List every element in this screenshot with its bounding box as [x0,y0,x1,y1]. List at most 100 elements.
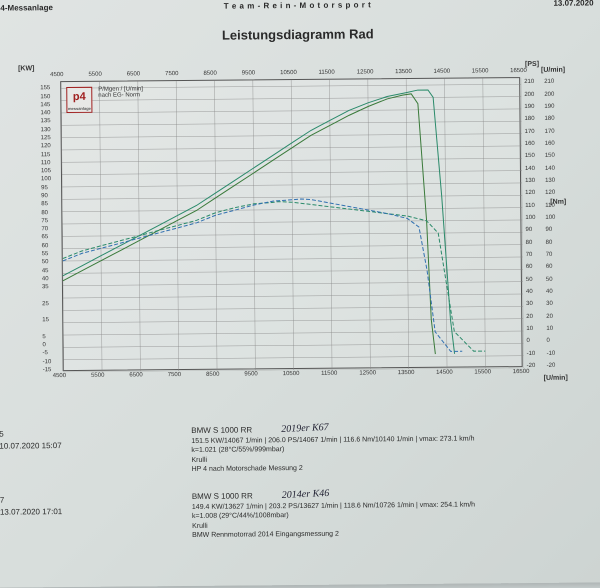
tick-label: 160 [525,141,535,147]
run5-dt: 10.07.2020 15:07 [0,441,62,451]
tick-label: 45 [42,268,49,274]
run7-model: BMW S 1000 RR [192,491,253,501]
tick-label: 160 [545,141,555,147]
run5-l2: 151.5 KW/14067 1/min | 206.0 PS/14067 1/… [191,435,474,444]
tick-label: 14500 [436,370,453,376]
run7-num: 7 [0,496,4,505]
run5-l5: HP 4 nach Motorschade Messung 2 [192,465,303,473]
tick-label: 155 [40,85,50,91]
tick-label: 60 [526,264,533,270]
tick-label: 5 [42,334,45,340]
tick-label: 120 [525,190,535,196]
tick-label: 80 [526,240,533,246]
tick-label: 40 [42,276,49,282]
tick-label: 55 [42,251,49,257]
tick-label: 90 [545,227,552,233]
tick-label: -10 [547,350,556,356]
tick-label: 100 [41,177,51,183]
tick-label: 50 [526,277,533,283]
tick-label: 190 [544,104,554,110]
tick-label: -20 [527,363,536,369]
tick-label: 40 [526,289,533,295]
tick-label: 10500 [283,371,300,377]
tick-label: 145 [40,102,50,108]
tick-label: -20 [547,363,556,369]
run5-num: 5 [0,430,4,439]
tick-label: 8500 [203,71,216,77]
tick-label: 110 [545,202,555,208]
tick-label: 210 [544,79,554,85]
tick-label: 70 [546,252,553,258]
tick-label: 0 [546,338,549,344]
tick-label: 115 [41,152,51,158]
tick-label: 130 [41,127,51,133]
run7-l2: 149.4 KW/13627 1/min | 203.2 PS/13627 1/… [192,501,475,510]
tick-label: 210 [524,79,534,85]
tick-label: 13500 [395,69,412,75]
tick-label: 125 [41,135,51,141]
run5-l3: k=1.021 (28°C/55%/999mbar) [191,446,284,454]
tick-label: 170 [525,128,535,134]
tick-label: 140 [545,165,555,171]
run7-hand: 2014er K46 [282,488,330,501]
chart-title: Leistungsdiagramm Rad [0,24,600,44]
tick-label: 120 [41,143,51,149]
run7-l4: Krulli [192,522,208,529]
tick-label: 12500 [359,370,376,376]
tick-label: 70 [41,226,48,232]
tick-label: 150 [525,153,535,159]
tick-label: 110 [41,160,51,166]
tick-label: 12500 [357,69,374,75]
tick-label: 6500 [129,372,142,378]
tick-label: 200 [544,91,554,97]
tick-label: 60 [546,264,553,270]
run5-block: BMW S 1000 RR 151.5 KW/14067 1/min | 206… [191,423,475,474]
tick-label: 30 [526,301,533,307]
tick-label: 5500 [88,72,101,78]
header-center: T e a m - R e i n - M o t o r s p o r t [0,0,600,13]
tick-label: 65 [42,235,49,241]
tick-label: 11500 [321,371,337,377]
tick-label: 120 [545,190,555,196]
tick-label: 25 [42,301,49,307]
tick-label: 10 [546,326,553,332]
tick-label: 75 [41,218,48,224]
y-unit-ps: [PS] [525,61,539,68]
tick-label: 150 [545,153,555,159]
x-unit-bot: [U/min] [544,375,568,382]
tick-label: 5500 [91,373,104,379]
tick-label: 8500 [206,372,219,378]
tick-label: 15500 [474,369,491,375]
tick-label: 7500 [165,71,178,77]
tick-label: 85 [41,201,48,207]
tick-label: 10 [526,326,533,332]
tick-label: 150 [40,94,50,100]
run5-model: BMW S 1000 RR [191,425,252,435]
tick-label: 100 [525,215,535,221]
run5-hand: 2019er K67 [281,422,329,435]
tick-label: 180 [524,116,534,122]
tick-label: 140 [40,110,50,116]
header-date: 13.07.2020 [553,0,593,8]
paper-sheet: p4-Messanlage T e a m - R e i n - M o t … [0,0,600,588]
tick-label: 50 [42,259,49,265]
tick-label: 14500 [433,69,450,75]
tick-label: 90 [41,193,48,199]
y-ticks-nm: -20-100102030405060708090100110120130140… [18,59,563,64]
tick-label: 15500 [472,68,489,74]
x-unit-top: [U/min] [541,67,565,74]
tick-label: 9500 [242,70,255,76]
tick-label: -5 [43,351,48,357]
tick-label: 40 [546,289,553,295]
tick-label: 20 [546,313,553,319]
tick-label: 100 [545,215,555,221]
tick-label: 7500 [168,372,181,378]
run7-l5: BMW Rennmotorrad 2014 Eingangsmessung 2 [192,531,339,539]
tick-label: 16500 [510,68,527,74]
tick-label: 80 [41,210,48,216]
tick-label: 35 [42,284,49,290]
y-ticks-kw: -15-10-505152535404550556065707580859095… [18,59,563,64]
tick-label: 20 [526,314,533,320]
tick-label: 135 [40,119,50,125]
x-ticks-top: 4500550065007500850095001050011500125001… [18,59,563,64]
